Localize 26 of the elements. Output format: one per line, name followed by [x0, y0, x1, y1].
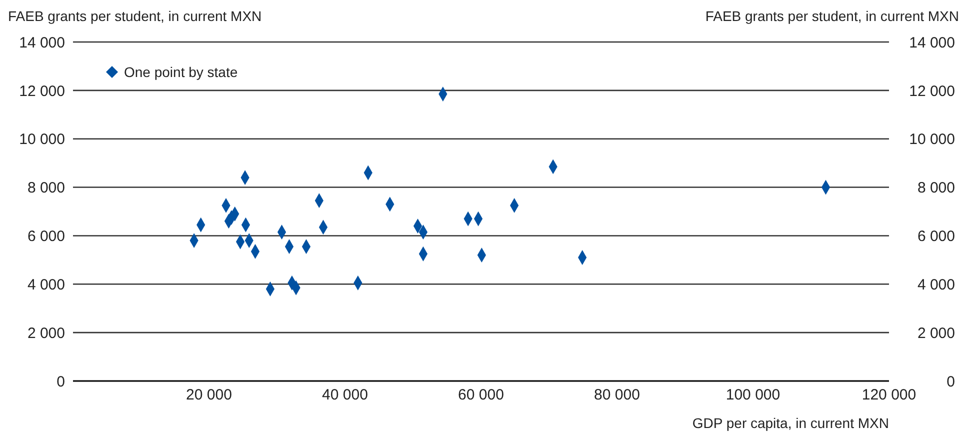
y-tick-label: 8 000 [27, 180, 65, 197]
y2-tick-label: 0 [946, 373, 955, 390]
x-tick-label: 100 000 [726, 386, 780, 404]
y-tick-label: 4 000 [27, 276, 65, 294]
y-axis-title: FAEB grants per student, in current MXN [8, 8, 262, 24]
y2-tick-label: 2 000 [917, 324, 955, 342]
y2-tick-label: 12 000 [909, 82, 955, 100]
y-tick-label: 14 000 [19, 34, 65, 52]
legend-label: One point by state [124, 64, 238, 80]
y-tick-label: 10 000 [19, 131, 65, 148]
x-tick-label: 20 000 [186, 386, 232, 404]
x-tick-label: 80 000 [594, 386, 640, 404]
x-tick-label: 120 000 [862, 386, 916, 404]
x-tick-label: 60 000 [458, 386, 504, 404]
y-tick-label: 2 000 [27, 324, 65, 342]
y2-tick-label: 8 000 [917, 180, 955, 197]
y-tick-label: 6 000 [27, 228, 65, 246]
x-axis-title: GDP per capita, in current MXN [692, 415, 889, 431]
y2-tick-label: 10 000 [909, 131, 955, 148]
y2-tick-label: 4 000 [917, 276, 955, 294]
y2-tick-label: 14 000 [909, 34, 955, 52]
x-tick-label: 40 000 [322, 386, 368, 404]
y2-tick-label: 6 000 [917, 228, 955, 246]
y-tick-label: 12 000 [19, 82, 65, 100]
y-tick-label: 0 [56, 373, 65, 390]
y2-axis-title: FAEB grants per student, in current MXN [705, 8, 959, 24]
